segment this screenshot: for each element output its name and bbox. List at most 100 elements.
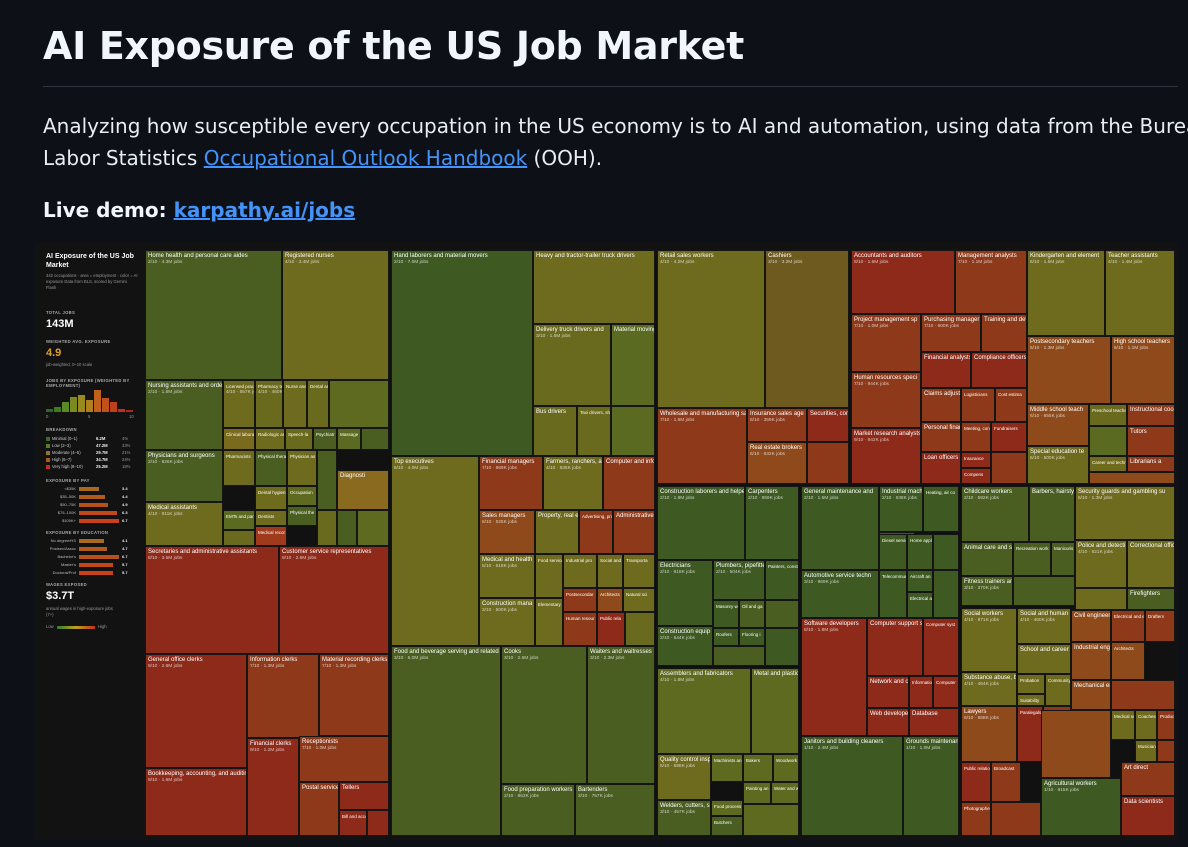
treemap-cell[interactable]: [933, 570, 959, 618]
treemap-cell[interactable]: Medical assistants 4/10 · 811K jobs: [145, 502, 223, 546]
treemap-cell[interactable]: Elementary: [535, 598, 563, 646]
treemap-cell[interactable]: Speech-la: [285, 428, 313, 450]
treemap-cell[interactable]: Quality control insp 5/10 · 598K jobs: [657, 754, 711, 800]
treemap-cell[interactable]: Network and comp: [867, 676, 909, 708]
treemap-cell[interactable]: Painters, constr: [765, 560, 799, 600]
treemap-cell[interactable]: Computer syst: [923, 618, 959, 676]
treemap-cell[interactable]: Welders, cutters, s 3/10 · 457K jobs: [657, 800, 711, 836]
treemap-cell[interactable]: Middle school teach 6/10 · 655K jobs: [1027, 404, 1089, 446]
treemap-cell[interactable]: Physical the: [287, 506, 317, 526]
treemap-cell[interactable]: Painting an: [743, 782, 771, 804]
treemap-cell[interactable]: [367, 810, 389, 836]
treemap-cell[interactable]: Postsecondar: [563, 588, 597, 612]
treemap-cell[interactable]: Psychiatr: [313, 428, 337, 450]
treemap-cell[interactable]: [807, 442, 849, 484]
treemap-cell[interactable]: Industrial enginee: [1071, 642, 1111, 680]
treemap-cell[interactable]: Medical sci: [1111, 710, 1135, 740]
treemap-cell[interactable]: Registered nurses 4/10 · 3.4M jobs: [282, 250, 389, 380]
treemap-cell[interactable]: Special education te 5/10 · 500K jobs: [1027, 446, 1089, 484]
treemap-cell[interactable]: Occupation: [287, 486, 317, 506]
treemap-cell[interactable]: Machinists an: [711, 754, 743, 782]
treemap-cell[interactable]: [933, 534, 959, 570]
treemap-cell[interactable]: Customer service representatives 9/10 · 2…: [279, 546, 389, 654]
treemap-cell[interactable]: [337, 510, 357, 546]
treemap-cell[interactable]: [329, 380, 389, 428]
treemap-cell[interactable]: Advertising, pro: [579, 510, 613, 554]
treemap-cell[interactable]: Carpenters 2/10 · 959K jobs: [745, 486, 799, 560]
treemap-cell[interactable]: Police and detecti 4/10 · 621K jobs: [1075, 540, 1127, 588]
treemap-cell[interactable]: Dentists: [255, 510, 287, 526]
treemap-cell[interactable]: Tellers: [339, 782, 389, 810]
treemap-cell[interactable]: Transporta: [623, 554, 655, 588]
treemap-cell[interactable]: General office clerks 9/10 · 2.6M jobs: [145, 654, 247, 768]
treemap-cell[interactable]: [357, 510, 389, 546]
treemap-cell[interactable]: Farmers, ranchers, a 4/10 · 835K jobs: [543, 456, 603, 510]
treemap-cell[interactable]: School and career: [1017, 644, 1071, 674]
treemap-cell[interactable]: Physicians and surgeons 2/10 · 826K jobs: [145, 450, 223, 502]
treemap-cell[interactable]: Nursing assistants and orderlies2/10 · 1…: [145, 380, 223, 450]
treemap-cell[interactable]: Photographer: [961, 802, 991, 836]
treemap-cell[interactable]: [743, 804, 799, 836]
treemap-cell[interactable]: Diagnosti: [337, 470, 389, 510]
treemap-cell[interactable]: Diesel servic: [879, 534, 907, 570]
live-demo-link[interactable]: karpathy.ai/jobs: [173, 198, 356, 222]
treemap-cell[interactable]: Career and technical: [1089, 456, 1127, 472]
treemap-cell[interactable]: [1089, 472, 1175, 484]
treemap-cell[interactable]: [1157, 740, 1175, 762]
treemap-cell[interactable]: Human resources speci 7/10 · 944K jobs: [851, 372, 921, 428]
treemap-cell[interactable]: Construction laborers and helpers 2/10 · …: [657, 486, 745, 560]
treemap-cell[interactable]: Real estate brokers 6/10 · 632K jobs: [747, 442, 807, 484]
treemap-cell[interactable]: Food process: [711, 800, 743, 816]
treemap-cell[interactable]: Medical recor: [255, 526, 287, 546]
treemap-cell[interactable]: Personal financial: [921, 422, 961, 452]
treemap-cell[interactable]: Postal service wo: [299, 782, 339, 836]
treemap-cell[interactable]: Computer and info: [603, 456, 655, 510]
treemap-cell[interactable]: Librarians a: [1127, 456, 1175, 472]
treemap-cell[interactable]: Insurance: [961, 452, 991, 468]
treemap-cell[interactable]: Correctional office: [1127, 540, 1175, 588]
treemap-cell[interactable]: [361, 428, 389, 450]
treemap-cell[interactable]: Financial analysts: [921, 352, 971, 388]
treemap-cell[interactable]: Roofers: [713, 628, 739, 646]
treemap-cell[interactable]: [1041, 710, 1111, 778]
treemap-cell[interactable]: Public relatio: [961, 762, 991, 802]
treemap-cell[interactable]: Clinical labora: [223, 428, 255, 450]
treemap-cell[interactable]: Social and: [597, 554, 623, 588]
treemap-cell[interactable]: Lawyers 6/10 · 888K jobs: [961, 706, 1017, 762]
treemap-cell[interactable]: Assemblers and fabricators 4/10 · 1.8M jo…: [657, 668, 751, 754]
treemap-cell[interactable]: Dental assis: [307, 380, 329, 428]
treemap-cell[interactable]: Paralegals: [1017, 706, 1043, 762]
treemap-cell[interactable]: Accountants and auditors 8/10 · 1.6M jobs: [851, 250, 955, 314]
treemap-cell[interactable]: Natural sci: [623, 588, 655, 612]
treemap-cell[interactable]: Broadcast: [991, 762, 1021, 802]
treemap-cell[interactable]: Manicuris: [1051, 542, 1075, 576]
treemap-cell[interactable]: Sales managers 6/10 · 525K jobs: [479, 510, 535, 554]
treemap-cell[interactable]: Teacher assistants 4/10 · 1.4M jobs: [1105, 250, 1175, 336]
treemap-cell[interactable]: Civil engineers: [1071, 610, 1111, 642]
treemap-cell[interactable]: Tutors: [1127, 426, 1175, 456]
treemap-cell[interactable]: Waiters and waitresses 3/10 · 2.3M jobs: [587, 646, 655, 784]
treemap-cell[interactable]: Agricultural workers 1/10 · 815K jobs: [1041, 778, 1121, 836]
treemap-cell[interactable]: Compliance officers: [971, 352, 1027, 388]
treemap-cell[interactable]: Heating, air co: [923, 486, 959, 532]
treemap-cell[interactable]: Public rela: [597, 612, 625, 646]
treemap-cell[interactable]: Delivery truck drivers and 3/10 · 1.5M jo…: [533, 324, 611, 406]
treemap-cell[interactable]: Insurance sales age 8/10 · 359K jobs: [747, 408, 807, 442]
treemap-cell[interactable]: Compens: [961, 468, 991, 484]
treemap-cell[interactable]: Information clerks 7/10 · 1.3M jobs: [247, 654, 319, 738]
treemap-cell[interactable]: Telecommuni: [879, 570, 907, 618]
treemap-cell[interactable]: Material recording clerks 7/10 · 1.3M job…: [319, 654, 389, 736]
treemap-cell[interactable]: Masonry wo: [713, 600, 739, 628]
treemap-cell[interactable]: [611, 406, 655, 456]
treemap-cell[interactable]: [317, 450, 337, 510]
treemap-cell[interactable]: [317, 510, 337, 546]
treemap-cell[interactable]: Training and devel: [981, 314, 1027, 352]
treemap-cell[interactable]: Food preparation workers 2/10 · 863K jobs: [501, 784, 575, 836]
treemap-cell[interactable]: Securities, comm: [807, 408, 849, 442]
treemap-cell[interactable]: Plumbers, pipefitte 2/10 · 504K jobs: [713, 560, 765, 600]
treemap-cell[interactable]: Human resour: [563, 612, 597, 646]
treemap-cell[interactable]: Woodwork: [773, 754, 799, 782]
treemap-cell[interactable]: High school teachers 6/10 · 1.1M jobs: [1111, 336, 1175, 404]
treemap-cell[interactable]: Electrical a: [907, 592, 933, 618]
treemap-cell[interactable]: Logisticians: [961, 388, 995, 422]
